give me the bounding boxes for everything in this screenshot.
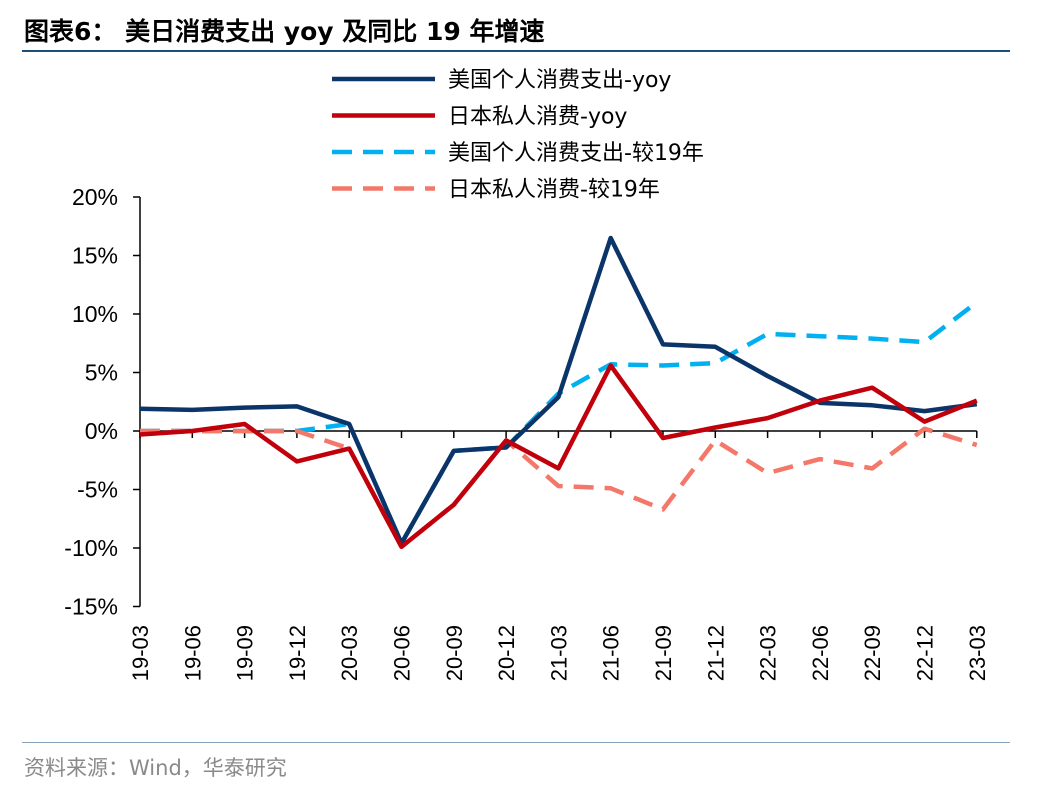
x-tick-label: 22-06 bbox=[808, 625, 833, 681]
y-tick-label: 5% bbox=[85, 360, 118, 386]
series-line-1 bbox=[139, 235, 978, 546]
legend-label-2: 日本私人消费-yoy bbox=[448, 105, 627, 130]
y-tick-label: -15% bbox=[64, 594, 118, 620]
x-tick-label: 23-03 bbox=[965, 625, 990, 681]
source-rule bbox=[22, 742, 1010, 743]
x-tick-label: 21-03 bbox=[546, 625, 571, 681]
source-note: 资料来源：Wind，华泰研究 bbox=[24, 756, 287, 780]
x-tick-label: 19-06 bbox=[180, 625, 205, 681]
x-tick-label: 20-12 bbox=[494, 625, 519, 681]
y-tick-label: 20% bbox=[72, 184, 118, 210]
x-tick-label: 22-12 bbox=[913, 625, 938, 681]
x-tick-label: 20-09 bbox=[442, 625, 467, 681]
series-line-3 bbox=[140, 300, 979, 546]
chart-title: 图表6： 美日消费支出 yoy 及同比 19 年增速 bbox=[24, 17, 545, 46]
series-layer bbox=[139, 235, 979, 550]
series-line-2 bbox=[139, 363, 978, 550]
x-tick-label: 22-09 bbox=[860, 625, 885, 681]
title-rule bbox=[22, 50, 1010, 52]
y-tick-label: 15% bbox=[72, 243, 118, 269]
x-tick-label: 21-12 bbox=[703, 625, 728, 681]
x-tick-label: 19-03 bbox=[128, 625, 153, 681]
y-tick-label: -5% bbox=[77, 477, 118, 503]
legend-label-3: 美国个人消费支出-较19年 bbox=[448, 141, 704, 166]
y-tick-label: 0% bbox=[85, 418, 118, 444]
x-tick-label: 21-09 bbox=[651, 625, 676, 681]
legend-label-1: 美国个人消费支出-yoy bbox=[448, 68, 671, 93]
series-line-4 bbox=[140, 426, 978, 550]
x-tick-label: 22-03 bbox=[756, 625, 781, 681]
x-tick-label: 21-06 bbox=[599, 625, 624, 681]
chart-legend: 美国个人消费支出-yoy 日本私人消费-yoy 美国个人消费支出-较19年日本私人消… bbox=[332, 68, 704, 203]
chart-axes: -15% -10% -5% 0% 5% 10% 15% 20% 19-03 19-06 19-09 1… bbox=[64, 184, 990, 681]
y-tick-label: -10% bbox=[64, 535, 118, 561]
y-tick-label: 10% bbox=[72, 301, 118, 327]
x-tick-label: 19-09 bbox=[233, 625, 258, 681]
legend-label-4: 日本私人消费-较19年 bbox=[448, 178, 660, 203]
x-tick-label: 19-12 bbox=[285, 625, 310, 681]
x-tick-label: 20-03 bbox=[337, 625, 362, 681]
x-tick-label: 20-06 bbox=[390, 625, 415, 681]
